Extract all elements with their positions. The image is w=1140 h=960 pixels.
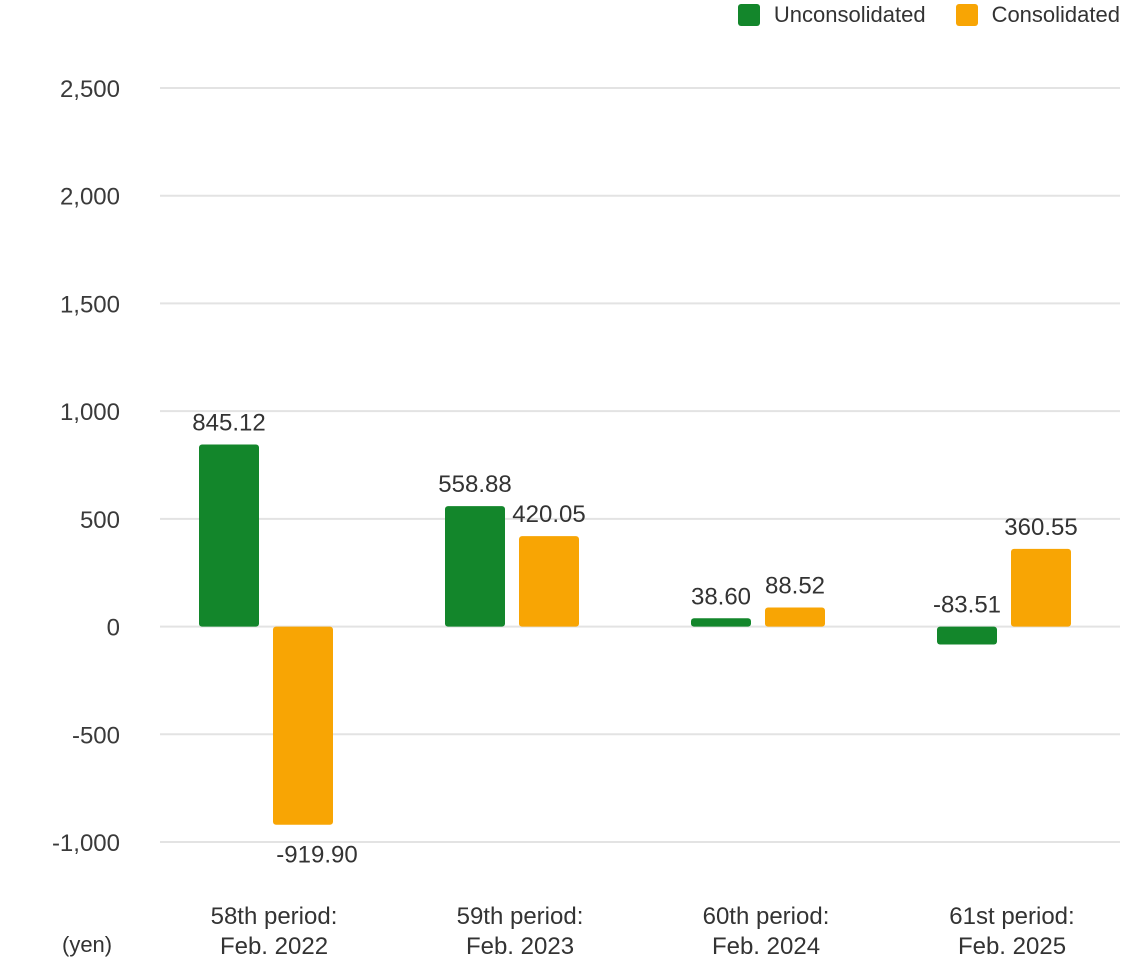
x-tick-label: Feb. 2024 [712,933,820,960]
legend-swatch-consolidated [955,4,978,26]
y-tick-label: 2,000 [60,184,120,211]
y-axis: 2,500 2,000 1,500 1,000 500 0 -500 -1,000 [52,76,120,857]
bar-unconsolidated-1 [445,506,505,627]
legend-item-unconsolidated: Unconsolidated [737,2,926,28]
bar-unconsolidated-3 [937,626,997,645]
x-tick-label: Feb. 2025 [958,933,1066,960]
y-tick-label: -1,000 [52,830,120,857]
legend-item-consolidated: Consolidated [955,2,1120,28]
data-label: 88.52 [765,573,825,600]
data-label: 845.12 [192,410,265,437]
bar-consolidated-0 [273,626,333,825]
y-tick-label: 500 [80,507,120,534]
chart-legend: Unconsolidated Consolidated [737,0,1120,30]
x-tick-label: 59th period: [457,903,584,930]
data-label: 558.88 [438,471,511,498]
y-tick-label: 1,000 [60,399,120,426]
data-label: 38.60 [691,583,751,610]
x-tick-label: 60th period: [703,903,830,930]
bars [199,444,1071,825]
bar-consolidated-3 [1011,548,1071,627]
data-label: 360.55 [1004,514,1077,541]
y-tick-label: 1,500 [60,291,120,318]
gridlines [160,87,1120,843]
x-tick-label: Feb. 2022 [220,933,328,960]
x-tick-label: 58th period: [211,903,338,930]
bar-consolidated-2 [765,607,825,627]
y-tick-label: 0 [107,615,120,642]
legend-swatch-unconsolidated [737,4,760,26]
legend-label-unconsolidated: Unconsolidated [773,2,926,27]
unit-label: (yen) [62,932,112,957]
y-tick-label: 2,500 [60,76,120,103]
y-tick-label: -500 [72,722,120,749]
data-label: -83.51 [933,592,1001,619]
bar-consolidated-1 [519,536,579,627]
x-tick-label: 61st period: [949,903,1074,930]
x-tick-label: Feb. 2023 [466,933,574,960]
bar-unconsolidated-2 [691,618,751,627]
data-label: 420.05 [512,501,585,528]
legend-label-consolidated: Consolidated [991,2,1120,27]
x-axis: 58th period: Feb. 2022 59th period: Feb. 20… [211,903,1075,960]
bar-unconsolidated-0 [199,444,259,627]
data-label: -919.90 [276,842,357,869]
